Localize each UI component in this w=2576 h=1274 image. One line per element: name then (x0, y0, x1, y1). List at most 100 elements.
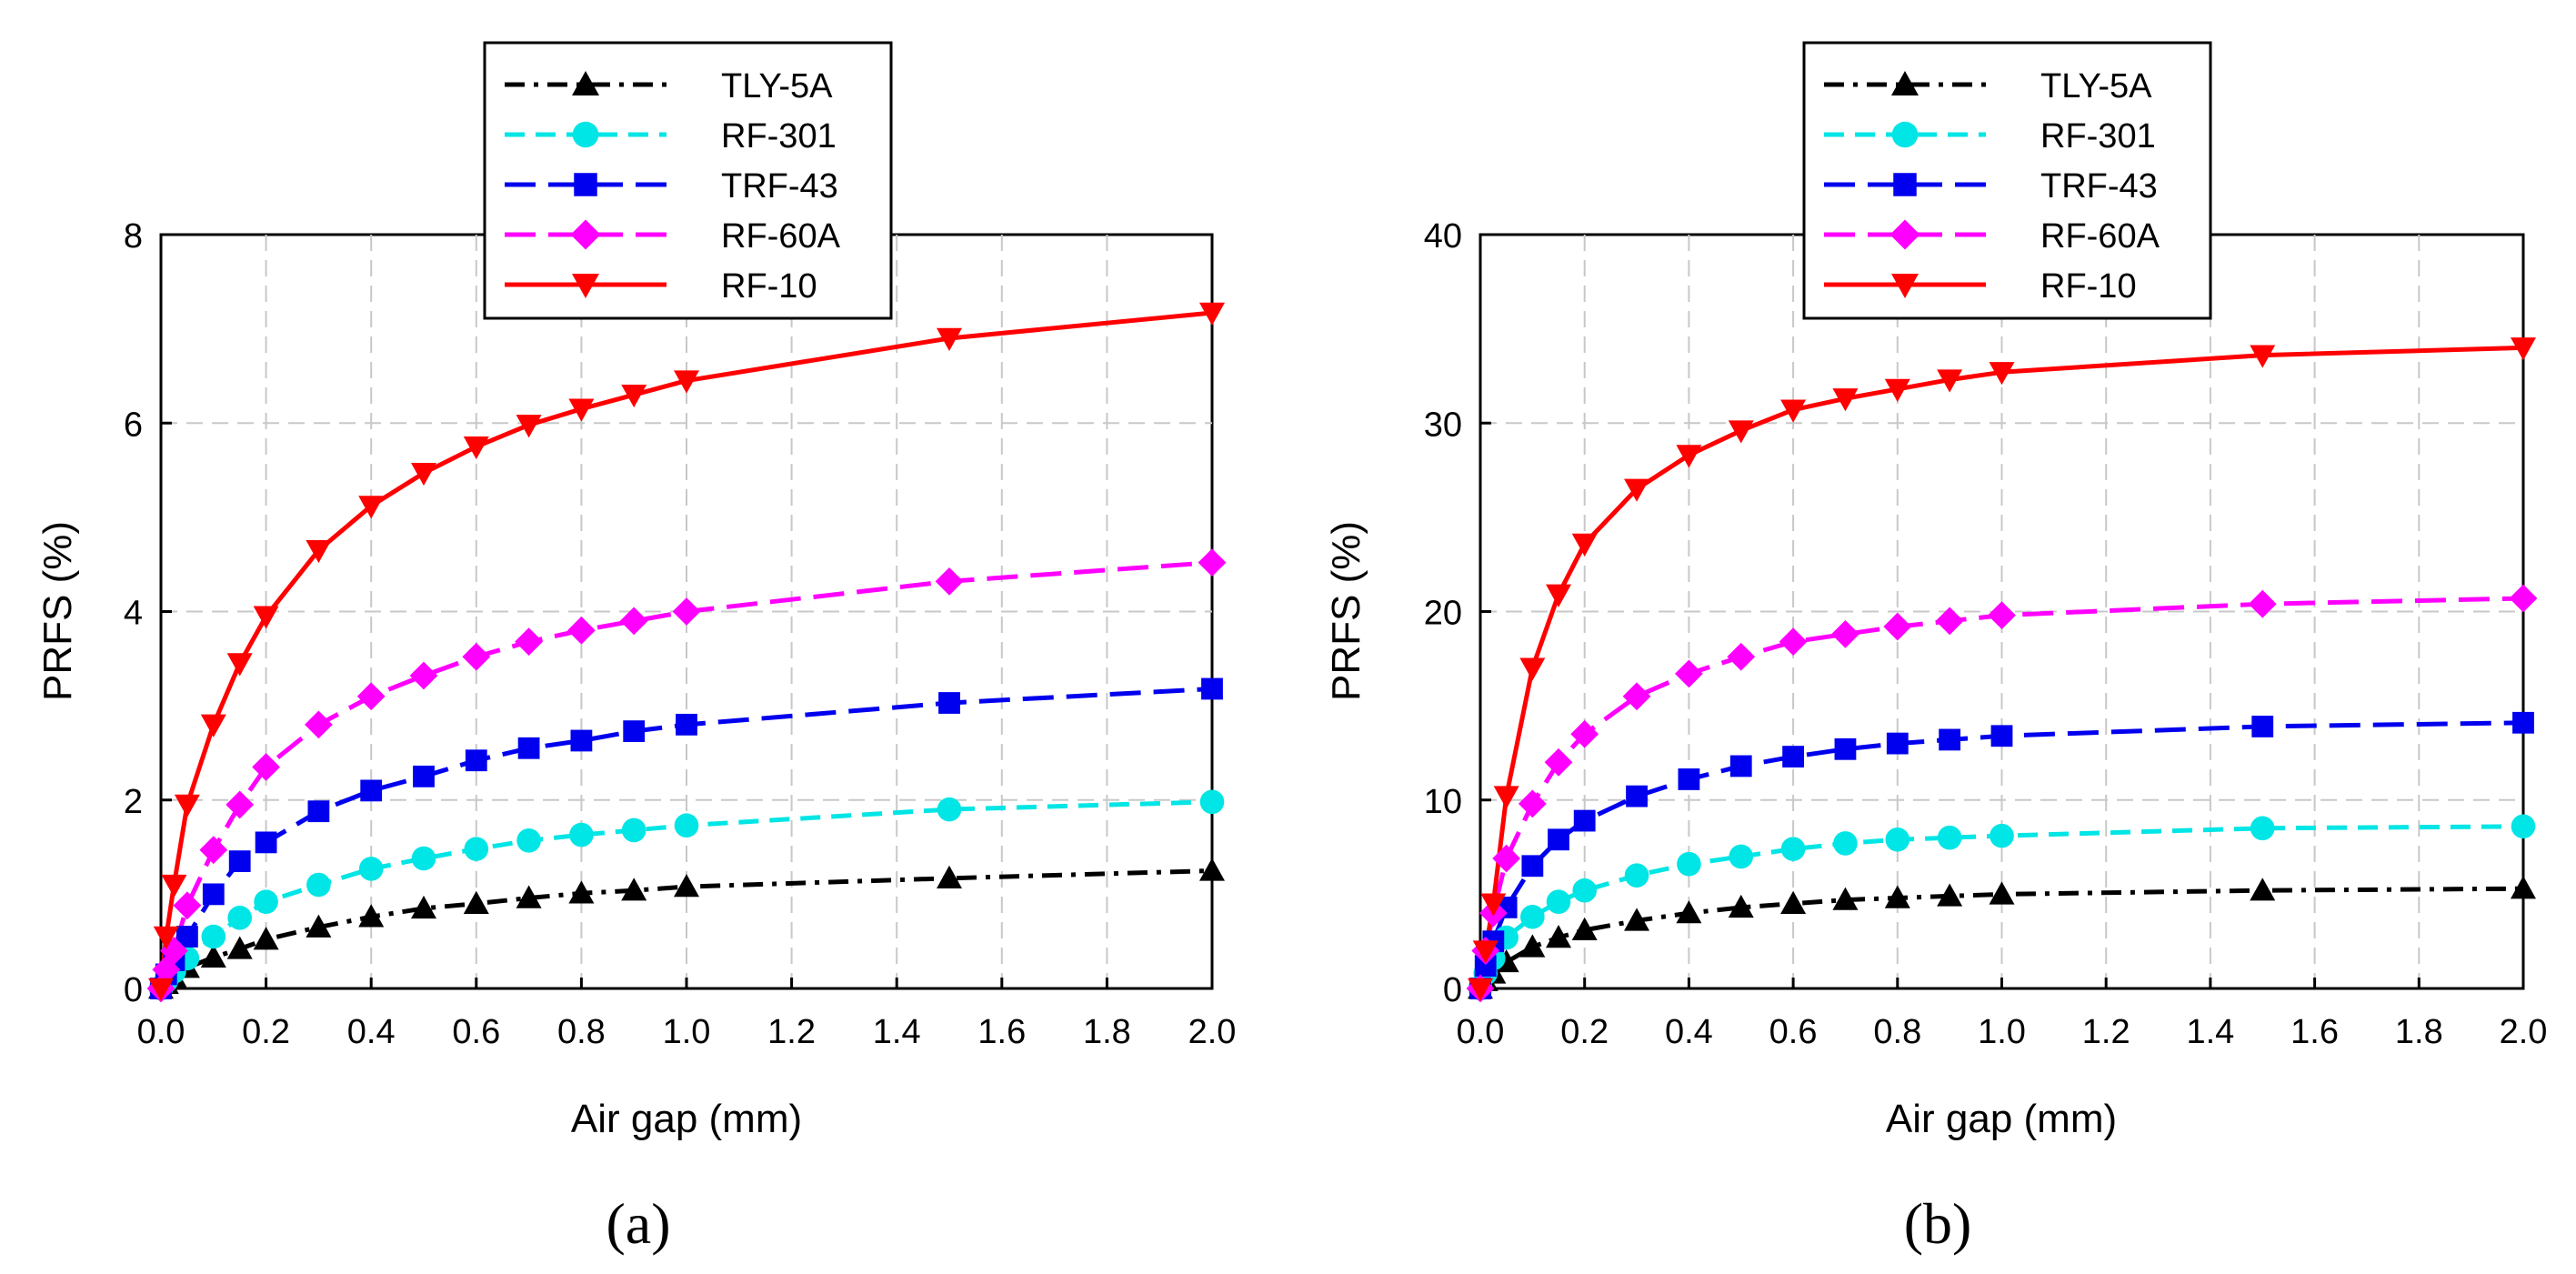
legend-entry-rf-60a: RF-60A (505, 217, 841, 256)
chart-panel-b: 0 10 20 30 40 0.0 0.2 0.4 0.6 0.8 1.0 1.2 1.4 1.6 1.8… (1324, 41, 2548, 1256)
series-markers-rf-10 (1468, 337, 2536, 1001)
x-tick-label: 1.0 (663, 1013, 711, 1051)
legend: TLY-5A RF-301 TRF-43 RF-60A RF-10 (1802, 41, 2212, 320)
x-tick-label: 2.0 (2500, 1013, 2548, 1051)
data-point-trf-43 (517, 737, 540, 759)
data-point-rf-60a (1198, 548, 1227, 577)
data-point-tly-5a (253, 927, 279, 950)
data-point-trf-43 (360, 779, 383, 802)
x-tick-label: 1.8 (2395, 1013, 2443, 1051)
data-point-rf-60a (305, 710, 333, 739)
data-point-rf-301 (254, 889, 278, 914)
data-point-tly-5a (226, 936, 253, 959)
data-point-tly-5a (1624, 908, 1650, 931)
x-tick-label: 1.2 (767, 1013, 816, 1051)
data-point-tly-5a (463, 890, 489, 914)
data-point-tly-5a (2511, 876, 2536, 899)
data-point-rf-10 (226, 653, 253, 677)
data-point-rf-301 (1990, 823, 2014, 848)
legend-marker (574, 173, 597, 196)
x-tick-label: 1.4 (873, 1013, 921, 1051)
data-point-rf-60a (152, 955, 181, 984)
legend-entry-trf-43: TRF-43 (505, 167, 838, 206)
data-point-trf-43 (2251, 716, 2274, 737)
data-point-rf-301 (227, 905, 252, 930)
series-markers-rf-60a (146, 548, 1227, 1003)
legend-label: RF-301 (721, 117, 837, 155)
data-point-rf-10 (1832, 388, 1859, 412)
data-point-tly-5a (306, 914, 332, 938)
data-point-rf-10 (1472, 940, 1498, 964)
data-point-trf-43 (176, 926, 198, 948)
x-tick-label: 0.6 (1769, 1013, 1818, 1051)
x-tick-label: 0.4 (1665, 1013, 1713, 1051)
data-point-trf-43 (307, 800, 330, 823)
data-point-rf-301 (569, 822, 594, 848)
y-tick-label: 0 (1443, 971, 1462, 1009)
y-tick-labels: 0 2 4 6 8 (124, 217, 143, 1009)
data-point-rf-10 (516, 415, 542, 438)
data-point-trf-43 (1548, 828, 1569, 851)
data-point-rf-10 (1937, 369, 1963, 393)
data-point-trf-43 (228, 850, 251, 873)
data-point-tly-5a (1519, 934, 1546, 958)
data-point-rf-10 (674, 370, 699, 394)
data-point-rf-301 (516, 828, 541, 853)
data-point-rf-10 (358, 496, 385, 519)
legend: TLY-5A RF-301 TRF-43 RF-60A RF-10 (483, 41, 893, 320)
data-point-rf-301 (1780, 837, 1806, 861)
y-axis-label: PRFS (%) (35, 521, 80, 701)
data-point-rf-10 (1199, 302, 1225, 326)
y-tick-label: 8 (124, 217, 143, 256)
legend-label: TRF-43 (2040, 167, 2158, 206)
y-tick-label: 2 (124, 783, 143, 821)
data-point-tly-5a (1937, 883, 1963, 907)
data-point-tly-5a (2250, 878, 2276, 901)
data-point-trf-43 (1573, 809, 1596, 832)
x-tick-label: 0.6 (452, 1013, 500, 1051)
series-markers (146, 302, 1227, 1003)
data-point-rf-60a (619, 607, 648, 636)
series-markers-rf-10 (148, 302, 1225, 1001)
data-point-rf-10 (148, 978, 174, 1001)
legend-entry-rf-301: RF-301 (1824, 117, 2156, 155)
data-point-tly-5a (1832, 887, 1859, 910)
data-point-rf-301 (2511, 814, 2536, 839)
x-tick-label: 1.0 (1978, 1013, 2026, 1051)
x-tick-label: 1.6 (977, 1013, 1026, 1051)
data-point-rf-10 (1546, 584, 1572, 607)
legend-marker (572, 71, 599, 95)
legend-entry-rf-10: RF-10 (505, 267, 817, 306)
data-point-trf-43 (1782, 746, 1804, 767)
data-point-trf-43 (255, 831, 277, 854)
y-tick-labels: 0 10 20 30 40 (1424, 217, 1462, 1009)
data-point-rf-60a (1518, 789, 1547, 818)
x-tick-label: 0.2 (1560, 1013, 1609, 1051)
data-point-rf-301 (1729, 844, 1754, 869)
data-point-rf-60a (2248, 589, 2277, 618)
data-point-trf-43 (2512, 711, 2534, 734)
y-axis-label: PRFS (%) (1324, 521, 1368, 701)
data-point-rf-10 (1884, 378, 1910, 402)
data-point-rf-10 (1519, 657, 1546, 681)
data-point-rf-10 (1989, 362, 2015, 386)
x-tick-label: 1.4 (2186, 1013, 2234, 1051)
data-point-rf-60a (199, 836, 228, 865)
x-tick-label: 0.4 (347, 1013, 396, 1051)
data-point-rf-60a (1779, 627, 1808, 657)
legend-entry-rf-60a: RF-60A (1824, 217, 2160, 256)
data-point-rf-60a (462, 642, 491, 671)
data-point-rf-301 (201, 924, 226, 949)
data-point-rf-301 (1624, 863, 1649, 888)
data-point-rf-60a (252, 753, 280, 781)
data-point-rf-301 (1520, 904, 1545, 929)
data-point-rf-60a (1570, 719, 1599, 748)
x-tick-label: 1.8 (1083, 1013, 1131, 1051)
data-point-trf-43 (938, 692, 960, 714)
y-tick-label: 4 (124, 595, 143, 633)
legend-label: RF-60A (2040, 217, 2160, 256)
data-point-tly-5a (516, 885, 542, 908)
data-point-tly-5a (1571, 917, 1598, 940)
data-point-rf-60a (1727, 642, 1756, 671)
